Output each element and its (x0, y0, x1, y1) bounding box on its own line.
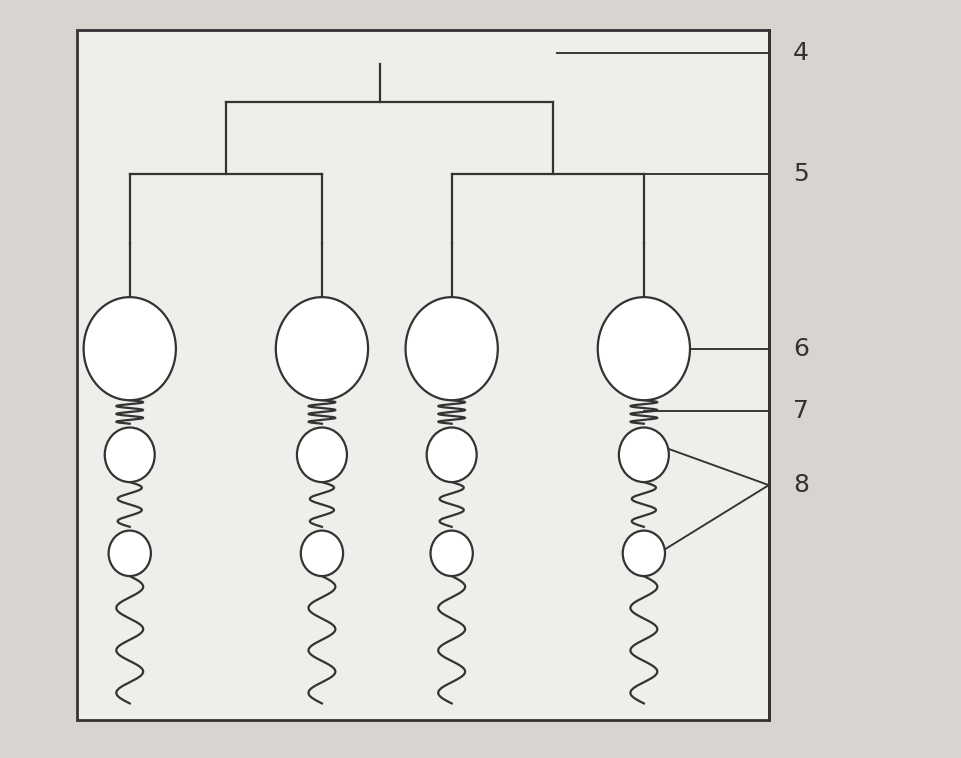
Ellipse shape (84, 297, 176, 400)
Ellipse shape (431, 531, 473, 576)
Text: 6: 6 (793, 337, 809, 361)
Ellipse shape (427, 428, 477, 482)
Bar (77, 30, 769, 720)
Text: 7: 7 (793, 399, 809, 423)
Ellipse shape (598, 297, 690, 400)
Ellipse shape (406, 297, 498, 400)
Ellipse shape (301, 531, 343, 576)
Ellipse shape (297, 428, 347, 482)
Text: 4: 4 (793, 41, 809, 65)
Ellipse shape (619, 428, 669, 482)
Ellipse shape (105, 428, 155, 482)
Ellipse shape (109, 531, 151, 576)
Text: 5: 5 (793, 162, 808, 186)
Ellipse shape (623, 531, 665, 576)
Ellipse shape (276, 297, 368, 400)
Text: 8: 8 (793, 473, 809, 497)
